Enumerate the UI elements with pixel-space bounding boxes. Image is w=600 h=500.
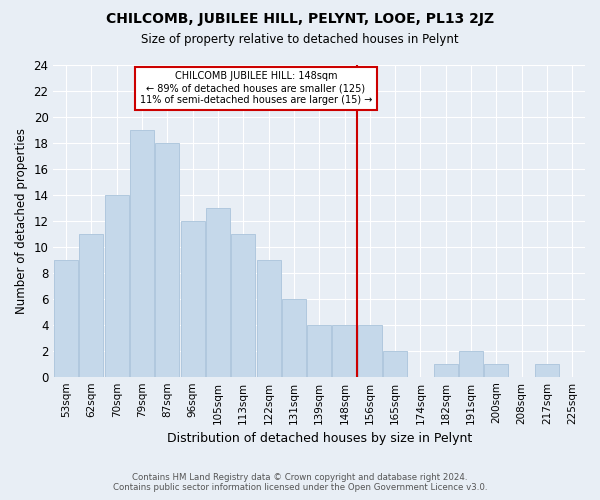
Bar (535, 364, 559, 376)
Bar (383, 350, 407, 376)
Bar (231, 234, 255, 376)
Bar (307, 324, 331, 376)
Bar (358, 324, 382, 376)
Bar (155, 143, 179, 376)
Text: Contains HM Land Registry data © Crown copyright and database right 2024.
Contai: Contains HM Land Registry data © Crown c… (113, 473, 487, 492)
Bar (257, 260, 281, 376)
Bar (54, 260, 78, 376)
Bar (332, 324, 356, 376)
Bar (104, 195, 129, 376)
Bar (79, 234, 103, 376)
Bar (206, 208, 230, 376)
Text: CHILCOMB JUBILEE HILL: 148sqm
← 89% of detached houses are smaller (125)
11% of : CHILCOMB JUBILEE HILL: 148sqm ← 89% of d… (140, 72, 372, 104)
Bar (130, 130, 154, 376)
Bar (282, 299, 306, 376)
Bar (181, 221, 205, 376)
X-axis label: Distribution of detached houses by size in Pelynt: Distribution of detached houses by size … (167, 432, 472, 445)
Text: Size of property relative to detached houses in Pelynt: Size of property relative to detached ho… (141, 32, 459, 46)
Text: CHILCOMB, JUBILEE HILL, PELYNT, LOOE, PL13 2JZ: CHILCOMB, JUBILEE HILL, PELYNT, LOOE, PL… (106, 12, 494, 26)
Bar (459, 350, 483, 376)
Y-axis label: Number of detached properties: Number of detached properties (15, 128, 28, 314)
Bar (434, 364, 458, 376)
Bar (484, 364, 508, 376)
